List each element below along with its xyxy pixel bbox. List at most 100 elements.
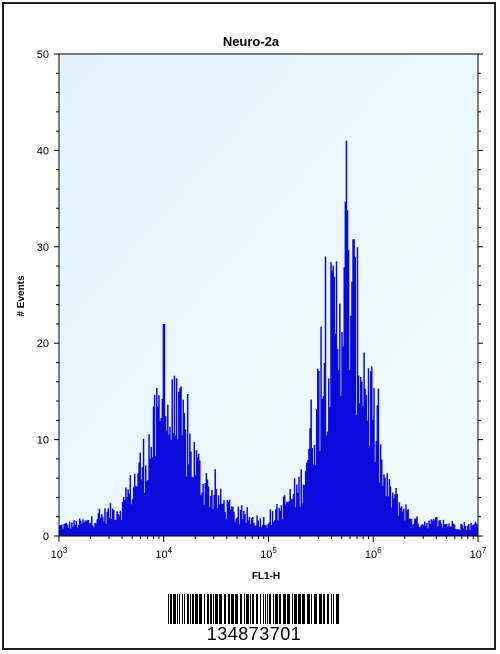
histogram-bar xyxy=(150,446,153,536)
histogram-bar xyxy=(183,412,186,536)
barcode-stripe xyxy=(327,594,329,624)
histogram-bar xyxy=(389,486,392,536)
barcode-stripe xyxy=(307,594,310,624)
histogram-bar xyxy=(473,524,476,536)
histogram-bar xyxy=(269,509,272,536)
histogram-bar xyxy=(417,523,419,536)
histogram-bar xyxy=(475,523,478,536)
histogram-bar xyxy=(374,461,376,536)
histogram-bar xyxy=(79,520,82,536)
histogram-bar xyxy=(355,415,358,536)
histogram-bar xyxy=(351,281,353,536)
histogram-bar xyxy=(399,507,402,536)
histogram-bar xyxy=(323,362,326,536)
barcode-stripe xyxy=(219,594,222,624)
barcode-stripe xyxy=(283,594,286,624)
histogram-bar xyxy=(441,527,444,536)
histogram-bar xyxy=(336,348,339,536)
barcode-stripe xyxy=(179,594,180,624)
barcode-stripe xyxy=(195,594,198,624)
histogram-bar xyxy=(298,476,300,536)
histogram-bar xyxy=(184,429,187,536)
histogram-bar xyxy=(397,515,400,536)
flow-histogram-chart: Neuro-2a 0 10 20 30 40 50 103 104 105 106 107 # E… xyxy=(16,34,487,582)
histogram-bar xyxy=(365,394,368,536)
histogram-bar xyxy=(157,406,159,536)
histogram-bar xyxy=(361,381,363,536)
histogram-bar xyxy=(375,441,377,536)
histogram-bar xyxy=(234,521,236,536)
histogram-bar xyxy=(363,352,365,536)
histogram-bar xyxy=(352,239,354,536)
histogram-bar xyxy=(191,476,193,536)
histogram-bar xyxy=(197,453,200,536)
histogram-bar xyxy=(90,516,93,536)
barcode-bars xyxy=(168,594,339,624)
histogram-bar xyxy=(125,487,127,536)
histogram-bar xyxy=(396,493,398,536)
histogram-bar xyxy=(452,523,455,536)
histogram-bar xyxy=(420,524,423,536)
histogram-bar xyxy=(138,462,140,536)
histogram-bar xyxy=(460,523,462,536)
histogram-bar xyxy=(219,488,222,536)
histogram-bar xyxy=(68,521,71,536)
histogram-bar xyxy=(169,426,171,536)
histogram-bar xyxy=(259,518,262,536)
histogram-bar xyxy=(148,434,150,536)
histogram-bar xyxy=(353,239,355,536)
histogram-bar xyxy=(290,498,293,536)
histogram-bar xyxy=(107,508,110,536)
histogram-bar xyxy=(307,460,309,536)
histogram-bar xyxy=(64,523,67,536)
histogram-bar xyxy=(368,446,371,536)
histogram-bar xyxy=(339,303,341,536)
histogram-bar xyxy=(126,497,128,536)
histogram-bar xyxy=(450,526,452,536)
histogram-bar xyxy=(356,247,359,536)
histogram-bar xyxy=(311,447,314,536)
histogram-bar xyxy=(161,398,164,536)
histogram-bar xyxy=(60,525,62,536)
histogram-bar xyxy=(228,499,231,536)
histogram-bar xyxy=(98,508,101,536)
histogram-bar xyxy=(429,524,431,536)
histogram-bar xyxy=(425,525,427,536)
barcode-stripe xyxy=(184,594,185,624)
barcode-stripe xyxy=(331,594,332,624)
histogram-bar xyxy=(72,526,74,536)
histogram-bar xyxy=(153,394,156,536)
histogram-bar xyxy=(332,265,334,536)
histogram-bar xyxy=(171,379,173,536)
histogram-bar xyxy=(223,500,225,536)
histogram-bar xyxy=(147,479,149,536)
histogram-bar xyxy=(329,407,331,536)
histogram-bar xyxy=(387,496,390,536)
histogram-bar xyxy=(439,520,441,536)
histogram-bar xyxy=(446,523,448,536)
histogram-bar xyxy=(235,518,237,536)
histogram-bar xyxy=(119,510,122,536)
histogram-bar xyxy=(246,507,248,536)
histogram-bar xyxy=(222,503,224,536)
histogram-bar xyxy=(287,502,289,536)
histogram-bar xyxy=(247,520,250,536)
histogram-bar xyxy=(296,484,298,536)
histogram-bar xyxy=(83,522,85,536)
histogram-bar xyxy=(301,503,304,536)
histogram-bar xyxy=(449,526,451,536)
histogram-bar xyxy=(426,523,428,536)
histogram-bar xyxy=(175,378,178,536)
histogram-bar xyxy=(458,529,460,536)
barcode-stripe xyxy=(231,594,234,624)
histogram-bar xyxy=(200,495,202,536)
histogram-bar xyxy=(88,523,91,536)
barcode-stripe xyxy=(323,594,325,624)
histogram-bar xyxy=(205,473,208,536)
histogram-bar xyxy=(403,508,405,536)
histogram-bar xyxy=(419,526,422,536)
histogram-bar xyxy=(304,470,307,536)
barcode-stripe xyxy=(279,594,281,624)
histogram-bar xyxy=(192,477,194,536)
histogram-bar xyxy=(314,464,317,536)
